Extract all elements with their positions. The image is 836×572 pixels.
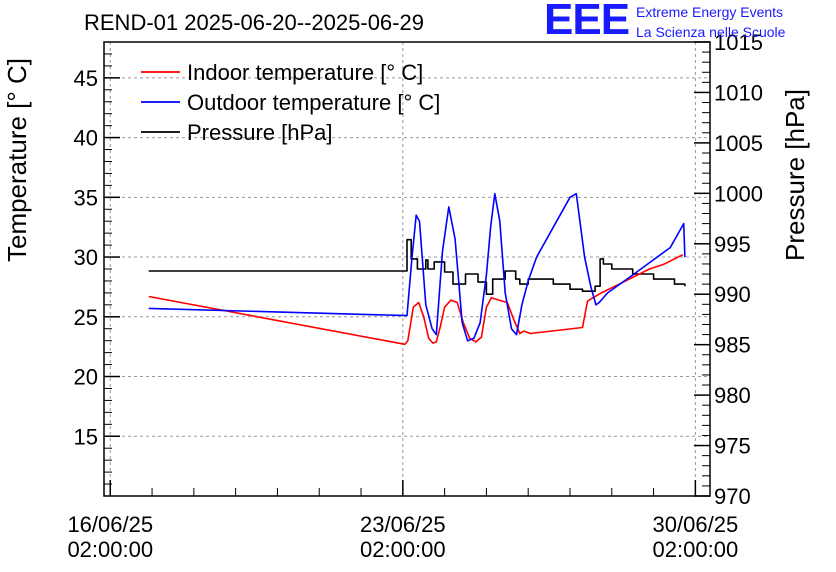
bottom-axis: 16/06/2502:00:0023/06/2502:00:0030/06/25… <box>67 480 738 562</box>
chart-title: REND-01 2025-06-20--2025-06-29 <box>84 10 424 35</box>
y2-tick-label: 975 <box>714 434 751 459</box>
x-tick-date: 16/06/25 <box>67 512 153 537</box>
legend-label: Outdoor temperature [° C] <box>187 90 440 115</box>
y2-tick-label: 985 <box>714 333 751 358</box>
y2-tick-label: 990 <box>714 282 751 307</box>
y2-axis-label: Pressure [hPa] <box>780 89 810 261</box>
y-tick-label: 35 <box>74 185 98 210</box>
brand-logo: EEE <box>544 0 630 44</box>
y-tick-label: 25 <box>74 305 98 330</box>
brand-tagline-1: Extreme Energy Events <box>636 4 784 20</box>
legend-label: Indoor temperature [° C] <box>187 60 423 85</box>
series-layer <box>148 192 686 346</box>
x-tick-time: 02:00:00 <box>360 537 446 562</box>
y2-tick-label: 980 <box>714 383 751 408</box>
y2-tick-label: 1015 <box>714 30 763 55</box>
x-tick-time: 02:00:00 <box>653 537 739 562</box>
legend-label: Pressure [hPa] <box>187 120 333 145</box>
brand-tagline-2: La Scienza nelle Scuole <box>636 24 786 40</box>
legend: Indoor temperature [° C] Outdoor temperat… <box>141 60 440 145</box>
y2-tick-label: 1000 <box>714 181 763 206</box>
y2-tick-label: 995 <box>714 232 751 257</box>
series-line-2 <box>148 238 686 296</box>
y-axis-label: Temperature [° C] <box>2 58 32 262</box>
x-tick-time: 02:00:00 <box>67 537 153 562</box>
x-tick-date: 30/06/25 <box>653 512 739 537</box>
y-tick-label: 30 <box>74 245 98 270</box>
y-tick-label: 40 <box>74 126 98 151</box>
y2-tick-label: 1005 <box>714 131 763 156</box>
x-tick-date: 23/06/25 <box>360 512 446 537</box>
left-axis: 15 20 25 30 35 40 45 <box>74 41 120 485</box>
y2-tick-label: 970 <box>714 484 751 509</box>
y-tick-label: 45 <box>74 66 98 91</box>
y-tick-label: 20 <box>74 365 98 390</box>
y2-tick-label: 1010 <box>714 80 763 105</box>
y-tick-label: 15 <box>74 424 98 449</box>
brand-block: EEE Extreme Energy Events La Scienza nel… <box>544 0 836 44</box>
series-line-0 <box>148 253 684 346</box>
series-line-1 <box>148 192 686 342</box>
right-axis: 970 975 980 985 990 995 1000 1005 1010 1015 <box>694 30 763 509</box>
